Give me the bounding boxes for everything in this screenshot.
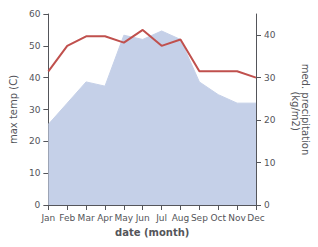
svg-text:30: 30 <box>264 73 276 83</box>
svg-text:40: 40 <box>264 30 276 40</box>
svg-text:40: 40 <box>29 73 41 83</box>
svg-text:10: 10 <box>264 158 276 168</box>
svg-text:Feb: Feb <box>59 213 75 223</box>
svg-text:50: 50 <box>29 41 41 51</box>
svg-text:(kg/m2): (kg/m2) <box>290 88 301 131</box>
svg-text:0: 0 <box>264 200 270 210</box>
svg-text:10: 10 <box>29 168 41 178</box>
svg-text:Jul: Jul <box>155 213 167 223</box>
svg-text:Nov: Nov <box>228 213 246 223</box>
svg-text:max temp (C): max temp (C) <box>8 75 19 144</box>
svg-text:Sep: Sep <box>191 213 208 223</box>
svg-text:20: 20 <box>264 115 276 125</box>
svg-text:med. precipitation: med. precipitation <box>299 63 311 156</box>
svg-text:30: 30 <box>29 105 41 115</box>
svg-text:May: May <box>115 213 134 223</box>
svg-text:Mar: Mar <box>78 213 95 223</box>
svg-text:date (month): date (month) <box>115 227 189 238</box>
svg-text:Jan: Jan <box>40 213 55 223</box>
svg-text:Dec: Dec <box>247 213 264 223</box>
svg-text:Aug: Aug <box>172 213 190 223</box>
svg-text:Oct: Oct <box>210 213 226 223</box>
svg-text:Apr: Apr <box>97 213 113 223</box>
svg-text:20: 20 <box>29 136 41 146</box>
svg-text:60: 60 <box>29 9 41 19</box>
svg-text:0: 0 <box>35 200 41 210</box>
svg-text:Jun: Jun <box>135 213 150 223</box>
